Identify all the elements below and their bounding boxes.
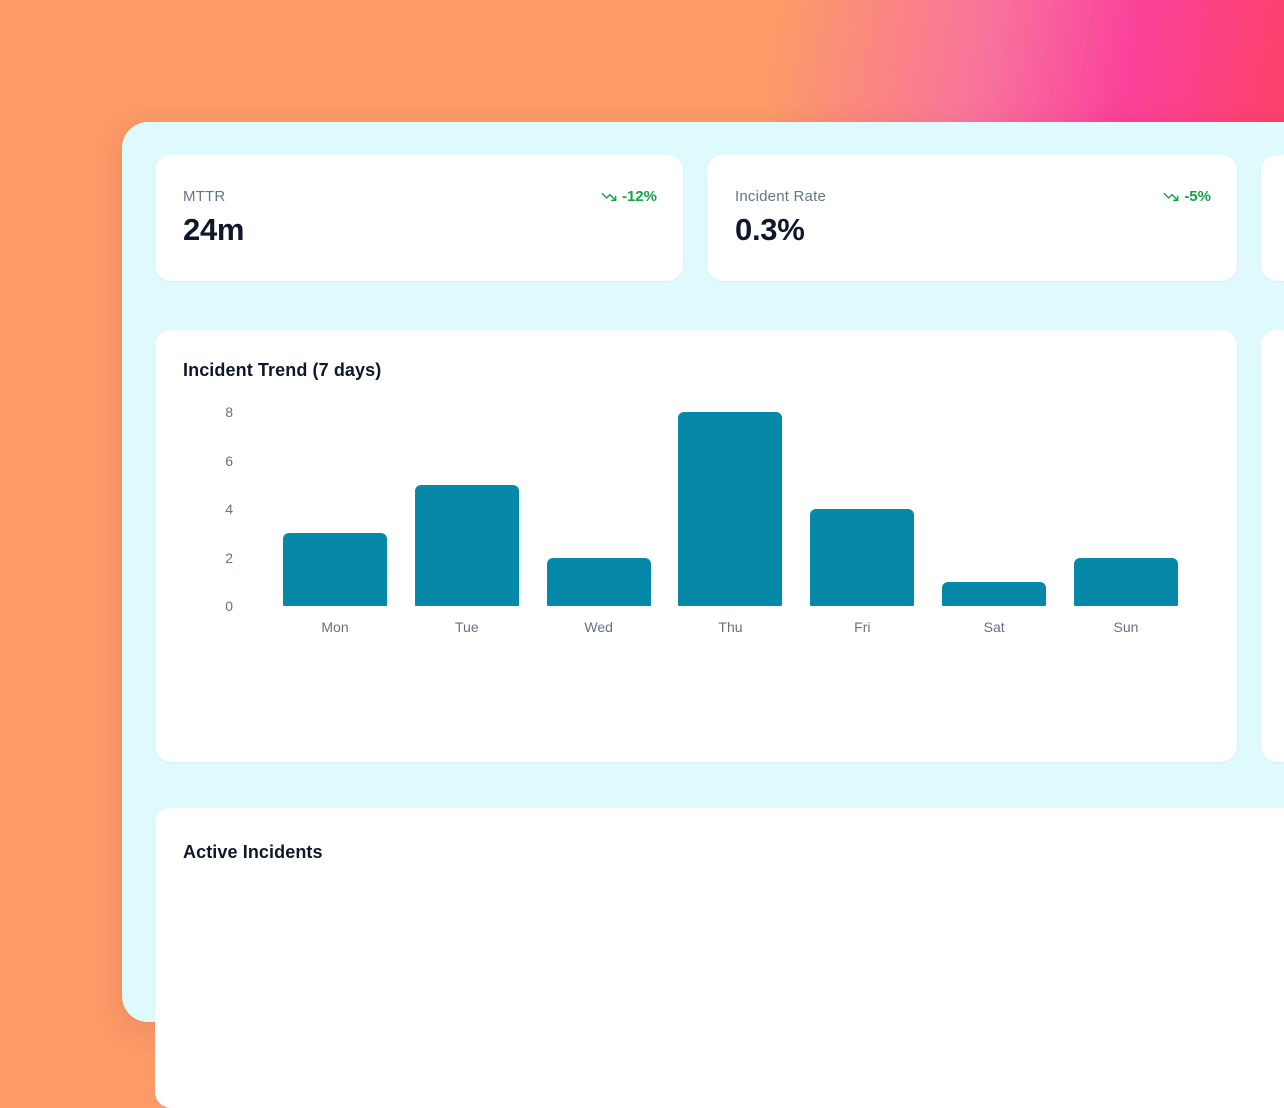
bar-group-mon: Mon <box>283 412 387 642</box>
bar <box>942 581 1047 606</box>
x-tick-label: Mon <box>321 619 349 635</box>
y-tick: 0 <box>225 598 233 614</box>
x-tick-label: Sat <box>983 619 1005 635</box>
metric-value: 24m <box>183 212 245 247</box>
y-tick: 2 <box>225 549 233 566</box>
trending-down-icon <box>601 189 617 205</box>
metric-value: 0.3% <box>735 212 805 247</box>
bar-group-thu: Thu <box>678 412 783 642</box>
bar-group-sun: Sun <box>1073 412 1178 642</box>
bar <box>546 557 651 606</box>
secondary-card-cropped <box>1261 330 1284 762</box>
bar <box>810 509 915 606</box>
dashboard-panel: MTTR -12% 24m Incident Rate -5% <box>122 122 1284 1108</box>
trending-down-icon <box>1163 189 1179 205</box>
metric-header: Incident Rate -5% <box>735 188 1211 205</box>
metric-label: Incident Rate <box>735 188 826 205</box>
plot-area: Mon Tue Wed Thu Fri Sat Sun <box>283 412 1178 642</box>
bar-group-fri: Fri <box>810 412 915 642</box>
metric-trend-value: -12% <box>621 188 657 205</box>
metric-card-incident-rate: Incident Rate -5% 0.3% <box>707 155 1237 281</box>
bar-group-wed: Wed <box>546 412 651 642</box>
bar-group-sat: Sat <box>942 412 1047 642</box>
bar <box>414 484 519 606</box>
metric-label: MTTR <box>183 188 226 205</box>
x-tick-label: Tue <box>455 619 479 635</box>
metric-trend: -12% <box>601 188 657 205</box>
y-tick: 6 <box>225 452 233 469</box>
x-tick-label: Sun <box>1113 619 1139 635</box>
bar-group-tue: Tue <box>414 412 519 642</box>
metric-card-cropped <box>1261 155 1284 281</box>
incident-trend-card: Incident Trend (7 days) 0 2 4 6 8 Mon Tue Wed T… <box>155 330 1237 762</box>
bar <box>678 412 783 606</box>
bar-chart: 0 2 4 6 8 Mon Tue Wed Thu Fri Sat Sun <box>183 404 1209 642</box>
bar <box>1073 557 1178 606</box>
charts-row: Incident Trend (7 days) 0 2 4 6 8 Mon Tue Wed T… <box>155 330 1284 762</box>
metric-trend-value: -5% <box>1184 188 1211 205</box>
metric-card-mttr: MTTR -12% 24m <box>155 155 683 281</box>
y-axis: 0 2 4 6 8 <box>183 404 233 614</box>
y-tick: 8 <box>225 404 233 420</box>
y-tick: 4 <box>225 501 233 517</box>
x-tick-label: Thu <box>718 619 743 635</box>
metric-header: MTTR -12% <box>183 188 657 205</box>
metric-trend: -5% <box>1163 188 1211 205</box>
metrics-row: MTTR -12% 24m Incident Rate -5% <box>155 155 1284 281</box>
bar <box>283 533 387 606</box>
x-tick-label: Fri <box>854 619 871 635</box>
x-tick-label: Wed <box>584 619 613 635</box>
chart-title: Incident Trend (7 days) <box>183 360 382 380</box>
active-incidents-card: Active Incidents <box>155 808 1284 1108</box>
incidents-title: Active Incidents <box>183 842 323 862</box>
